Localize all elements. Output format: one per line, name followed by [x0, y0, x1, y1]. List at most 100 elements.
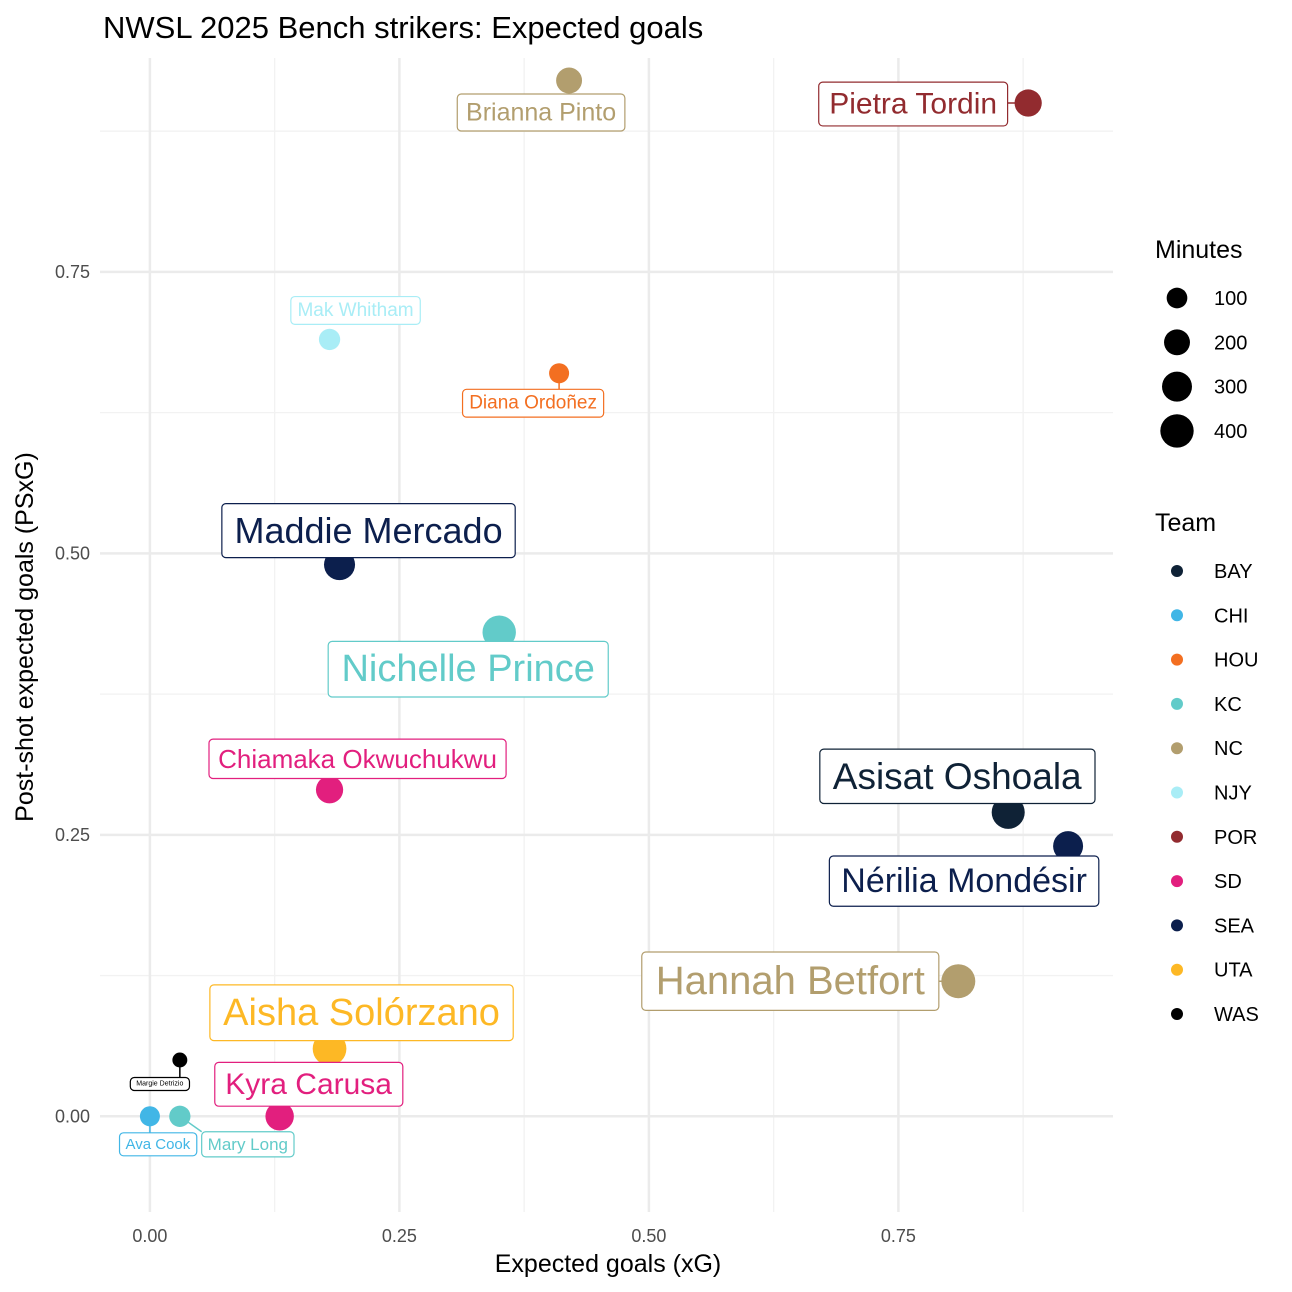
- point-label: Nichelle Prince: [327, 640, 609, 698]
- size-legend-label: 400: [1214, 421, 1247, 443]
- y-tick-label: 0.00: [55, 1106, 90, 1126]
- size-legend-label: 300: [1214, 377, 1247, 399]
- team-legend-label: KC: [1214, 694, 1242, 716]
- team-legend-key: [1171, 565, 1183, 577]
- label-text: Asisat Oshoala: [833, 756, 1082, 797]
- label-text: Chiamaka Okwuchukwu: [218, 744, 497, 774]
- size-legend-label: 100: [1214, 288, 1247, 310]
- label-box: [290, 295, 421, 325]
- point-label: Brianna Pinto: [456, 93, 626, 132]
- data-point: [556, 67, 583, 94]
- team-legend-label: NJY: [1214, 783, 1252, 805]
- point-label: Maddie Mercado: [221, 503, 516, 559]
- label-box: [819, 748, 1096, 805]
- point-labels: Brianna Pinto Pietra Tordin Mak Whitham Dia…: [118, 81, 1100, 1158]
- label-text: Aisha Solórzano: [223, 992, 500, 1034]
- color-legend-title: Team: [1155, 509, 1216, 537]
- size-legend: 100 200 300 400: [1160, 287, 1247, 448]
- label-text: Ava Cook: [126, 1136, 191, 1153]
- team-legend-label: CHI: [1214, 605, 1248, 627]
- size-legend-key: [1162, 371, 1192, 402]
- team-legend-label: BAY: [1214, 561, 1253, 583]
- label-box: [129, 1076, 191, 1092]
- label-box: [327, 640, 609, 698]
- label-text: Pietra Tordin: [829, 88, 997, 121]
- team-legend-key: [1171, 963, 1183, 976]
- label-text: Nérilia Mondésir: [841, 862, 1087, 900]
- label-text: Brianna Pinto: [466, 99, 616, 127]
- label-box: [214, 1061, 404, 1107]
- team-legend-key: [1171, 742, 1183, 755]
- data-point: [169, 1105, 191, 1127]
- team-legend-key: [1171, 653, 1183, 666]
- label-text: Kyra Carusa: [225, 1068, 392, 1101]
- size-legend-label: 200: [1214, 332, 1247, 354]
- point-label: Hannah Betfort: [641, 951, 940, 1012]
- point-label: Ava Cook: [118, 1132, 198, 1157]
- label-box: [201, 1131, 295, 1158]
- data-point: [1014, 89, 1042, 117]
- label-text: Hannah Betfort: [656, 959, 925, 1003]
- team-legend-key: [1171, 830, 1183, 843]
- x-axis-ticks: 0.00 0.25 0.50 0.75: [132, 1226, 916, 1246]
- x-tick-label: 0.00: [132, 1226, 167, 1246]
- data-point: [482, 615, 516, 649]
- label-text: Margie Detrizio: [136, 1081, 183, 1088]
- point-label: Margie Detrizio: [129, 1076, 191, 1092]
- label-text: Mary Long: [208, 1135, 288, 1154]
- team-legend-label: SD: [1214, 871, 1242, 893]
- data-point: [265, 1102, 294, 1131]
- color-legend: BAY CHI HOU KC NC NJY POR SD SEA UTA WAS: [1171, 561, 1259, 1026]
- y-axis-ticks: 0.00 0.25 0.50 0.75: [55, 262, 90, 1126]
- point-label: Kyra Carusa: [214, 1061, 404, 1107]
- point-label: Mary Long: [201, 1131, 295, 1158]
- label-box: [456, 93, 626, 132]
- y-axis-title: Post-shot expected goals (PSxG): [11, 452, 39, 822]
- size-legend-title: Minutes: [1155, 236, 1243, 264]
- label-box: [828, 855, 1100, 907]
- team-legend-label: POR: [1214, 827, 1257, 849]
- data-point: [1053, 831, 1084, 862]
- label-text: Mak Whitham: [297, 300, 413, 321]
- team-legend-key: [1171, 609, 1183, 622]
- label-box: [118, 1132, 198, 1157]
- label-box: [209, 984, 514, 1042]
- label-box: [221, 503, 516, 559]
- chart-title: NWSL 2025 Bench strikers: Expected goals: [103, 10, 703, 45]
- point-label: Asisat Oshoala: [819, 748, 1096, 805]
- point-label: Nérilia Mondésir: [828, 855, 1100, 907]
- point-label: Aisha Solórzano: [209, 984, 514, 1042]
- data-point: [549, 363, 570, 384]
- size-legend-key: [1164, 329, 1190, 356]
- data-point: [318, 328, 341, 351]
- label-box: [208, 738, 507, 780]
- point-label: Pietra Tordin: [818, 81, 1009, 127]
- label-box: [641, 951, 940, 1012]
- team-legend-label: HOU: [1214, 650, 1258, 672]
- team-legend-label: WAS: [1214, 1004, 1259, 1026]
- team-legend-key: [1171, 1008, 1183, 1020]
- team-legend-label: NC: [1214, 738, 1243, 760]
- x-tick-label: 0.25: [382, 1226, 417, 1246]
- point-label: Chiamaka Okwuchukwu: [208, 738, 507, 780]
- data-point: [941, 964, 976, 999]
- label-text: Nichelle Prince: [341, 648, 594, 690]
- data-point: [315, 776, 344, 804]
- x-tick-label: 0.50: [631, 1226, 666, 1246]
- x-axis-title: Expected goals (xG): [495, 1250, 722, 1278]
- x-tick-label: 0.75: [881, 1226, 916, 1246]
- data-point: [172, 1052, 188, 1068]
- point-label: Mak Whitham: [290, 295, 421, 325]
- size-legend-key: [1166, 287, 1188, 309]
- label-box: [818, 81, 1009, 127]
- team-legend-label: SEA: [1214, 915, 1255, 937]
- data-points: [139, 67, 1084, 1131]
- team-legend-key: [1171, 919, 1183, 932]
- team-legend-key: [1171, 697, 1183, 710]
- label-text: Maddie Mercado: [234, 510, 502, 551]
- y-tick-label: 0.25: [55, 825, 90, 845]
- team-legend-key: [1171, 875, 1183, 888]
- y-tick-label: 0.75: [55, 262, 90, 282]
- size-legend-key: [1160, 414, 1194, 448]
